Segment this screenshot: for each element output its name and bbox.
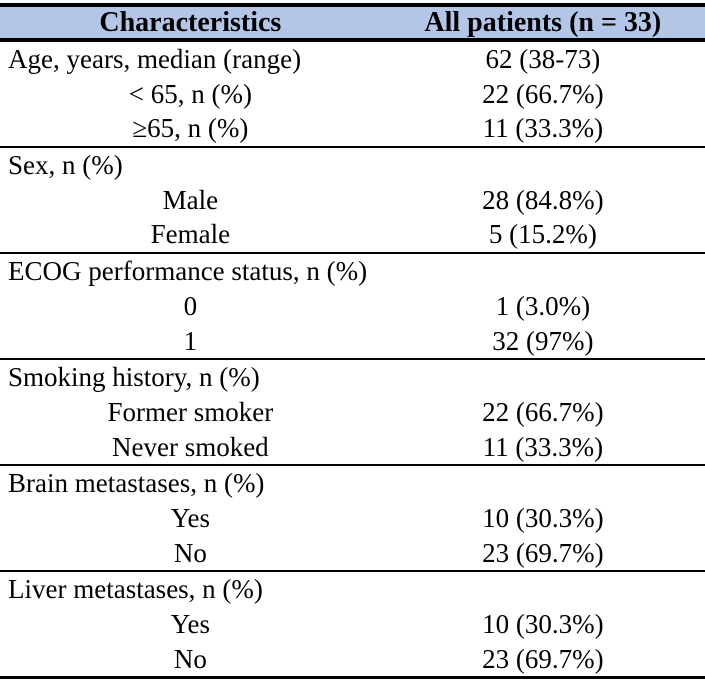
table-bottom-border [0,676,705,680]
row-label: Liver metastases, n (%) [8,574,263,605]
table-row: Yes 10 (30.3%) [0,607,705,642]
row-value: 11 (33.3%) [482,113,604,144]
section-divider [0,464,705,467]
table-row: 1 32 (97%) [0,324,705,359]
header-cell-all-patients: All patients (n = 33) [424,7,662,38]
row-label: Age, years, median (range) [8,44,302,74]
row-label: Sex, n (%) [8,150,123,181]
table-row: Liver metastases, n (%) [0,572,705,607]
table-row: Former smoker 22 (66.7%) [0,395,705,430]
row-value: 32 (97%) [492,325,594,356]
table-row: Male 28 (84.8%) [0,183,705,218]
row-label: Former smoker [107,396,274,427]
table-row: Smoking history, n (%) [0,360,705,395]
table-row: ≥65, n (%) 11 (33.3%) [0,111,705,146]
row-label: 1 [183,325,198,356]
section-divider [0,358,705,361]
table-row: Age, years, median (range) 62 (38-73) [0,42,705,77]
row-value: 10 (30.3%) [482,609,604,639]
row-label: Male [162,184,219,215]
row-label: Brain metastases, n (%) [8,468,265,499]
table-row: No 23 (69.7%) [0,536,705,571]
table-row: Never smoked 11 (33.3%) [0,430,705,465]
row-value: 28 (84.8%) [482,184,604,215]
row-value: 23 (69.7%) [482,643,604,674]
row-label: Never smoked [111,431,269,462]
row-value: 22 (66.7%) [482,78,604,109]
row-label: Yes [170,609,210,639]
table-row: 0 1 (3.0%) [0,289,705,324]
row-label: Yes [170,502,210,533]
section-divider [0,570,705,573]
table-row: Female 5 (15.2%) [0,217,705,252]
table-row: Sex, n (%) [0,148,705,183]
row-label: Female [150,219,231,250]
table-row: ECOG performance status, n (%) [0,254,705,289]
section-divider [0,252,705,255]
table-row: < 65, n (%) 22 (66.7%) [0,77,705,112]
row-value: 23 (69.7%) [482,537,604,568]
table-top-border [0,3,705,7]
table-body: Age, years, median (range) 62 (38-73) < 65… [0,42,705,676]
header-cell-characteristics: Characteristics [99,7,282,38]
row-label: No [173,643,207,674]
header-bottom-border [0,38,705,42]
table-header-row: Characteristics All patients (n = 33) [0,7,705,38]
row-label: ECOG performance status, n (%) [8,256,368,287]
row-label: < 65, n (%) [128,78,252,109]
row-label: No [173,537,207,568]
row-value: 22 (66.7%) [482,396,604,427]
row-value: 11 (33.3%) [482,431,604,462]
row-value: 1 (3.0%) [495,290,591,321]
row-label: Smoking history, n (%) [8,362,260,393]
section-divider [0,146,705,149]
table-row: No 23 (69.7%) [0,642,705,677]
table-row: Brain metastases, n (%) [0,466,705,501]
row-value: 62 (38-73) [485,44,601,74]
table-row: Yes 10 (30.3%) [0,501,705,536]
row-label: ≥65, n (%) [132,113,249,144]
row-label: 0 [183,290,198,321]
row-value: 5 (15.2%) [488,219,597,250]
row-value: 10 (30.3%) [482,502,604,533]
